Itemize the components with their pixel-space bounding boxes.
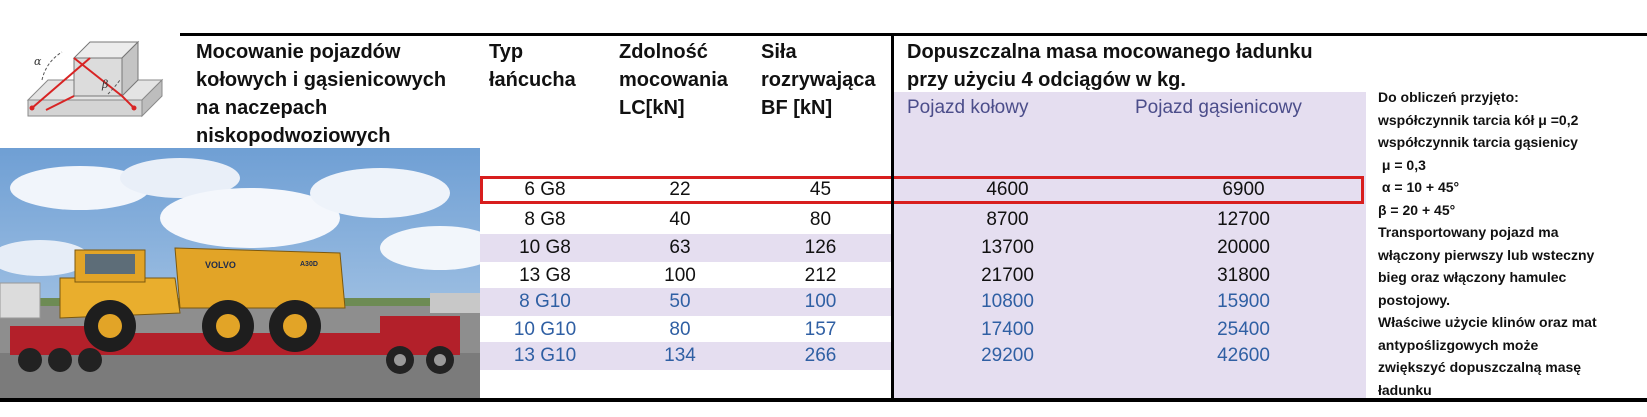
cell-bf: 126	[804, 237, 837, 258]
column-header-chain-type: Typ łańcucha	[489, 41, 576, 91]
table-row: 8 G8 40 80 8700 12700	[480, 206, 1366, 234]
cell-bf: 157	[804, 319, 837, 340]
column-divider	[891, 36, 894, 402]
truck-brand-text: VOLVO	[205, 260, 236, 270]
cell-wheeled-mass: 8700	[986, 209, 1029, 230]
cell-wheeled-mass: 4600	[986, 179, 1029, 200]
column-header-lashing-capacity: Zdolność mocowania LC[kN]	[619, 41, 728, 119]
column-header-breaking-force: Siła rozrywająca BF [kN]	[761, 41, 876, 119]
cell-lc: 40	[669, 209, 691, 230]
table-row: 13 G8 100 212 21700 31800	[480, 262, 1366, 290]
cell-chain-type: 8 G8	[524, 209, 566, 230]
cell-tracked-mass: 31800	[1217, 265, 1270, 286]
cell-bf: 266	[804, 345, 837, 366]
cell-chain-type: 6 G8	[524, 179, 566, 200]
table-row: 10 G8 63 126 13700 20000	[480, 234, 1366, 262]
table-title: Mocowanie pojazdów kołowych i gąsienicow…	[196, 41, 447, 147]
beta-label: β	[101, 78, 108, 91]
table-row: 6 G8 22 45 4600 6900	[480, 176, 1366, 204]
cell-wheeled-mass: 21700	[981, 265, 1034, 286]
lashing-diagram: α β	[22, 40, 177, 128]
cell-bf: 212	[804, 265, 837, 286]
cell-lc: 22	[669, 179, 691, 200]
cell-lc: 50	[669, 291, 691, 312]
highlighted-row-frame	[480, 176, 1364, 204]
cell-tracked-mass: 42600	[1217, 345, 1270, 366]
truck-on-trailer-photo: VOLVO A30D	[0, 148, 480, 398]
cell-chain-type: 13 G8	[519, 265, 571, 286]
subheader-tracked-vehicle: Pojazd gąsienicowy	[1135, 97, 1302, 118]
column-header-permissible-mass: Dopuszczalna masa mocowanego ładunku prz…	[907, 41, 1313, 91]
cell-lc: 80	[669, 319, 691, 340]
cell-tracked-mass: 12700	[1217, 209, 1270, 230]
cell-wheeled-mass: 29200	[981, 345, 1034, 366]
table-top-rule	[180, 33, 1647, 36]
cell-lc: 134	[664, 345, 696, 366]
calculation-notes: Do obliczeń przyjęto: współczynnik tarci…	[1378, 89, 1597, 398]
cell-chain-type: 13 G10	[513, 345, 577, 366]
table-row: 8 G10 50 100 10800 15900	[480, 288, 1366, 316]
cell-tracked-mass: 25400	[1217, 319, 1270, 340]
cell-lc: 100	[664, 265, 696, 286]
table-bottom-rule	[0, 398, 1647, 402]
truck-model-text: A30D	[300, 261, 318, 268]
cell-wheeled-mass: 17400	[981, 319, 1034, 340]
cell-wheeled-mass: 13700	[981, 237, 1034, 258]
cell-tracked-mass: 20000	[1217, 237, 1270, 258]
cell-chain-type: 10 G8	[519, 237, 571, 258]
cell-bf: 100	[804, 291, 837, 312]
cell-bf: 45	[809, 179, 832, 200]
cell-tracked-mass: 15900	[1217, 291, 1270, 312]
cell-chain-type: 8 G10	[519, 291, 571, 312]
cell-bf: 80	[809, 209, 832, 230]
cell-lc: 63	[669, 237, 691, 258]
cell-chain-type: 10 G10	[513, 319, 577, 340]
cell-tracked-mass: 6900	[1222, 179, 1265, 200]
cell-wheeled-mass: 10800	[981, 291, 1034, 312]
alpha-label: α	[34, 55, 42, 68]
table-row: 10 G10 80 157 17400 25400	[480, 316, 1366, 344]
subheader-wheeled-vehicle: Pojazd kołowy	[907, 97, 1029, 118]
table-row: 13 G10 134 266 29200 42600	[480, 342, 1366, 370]
